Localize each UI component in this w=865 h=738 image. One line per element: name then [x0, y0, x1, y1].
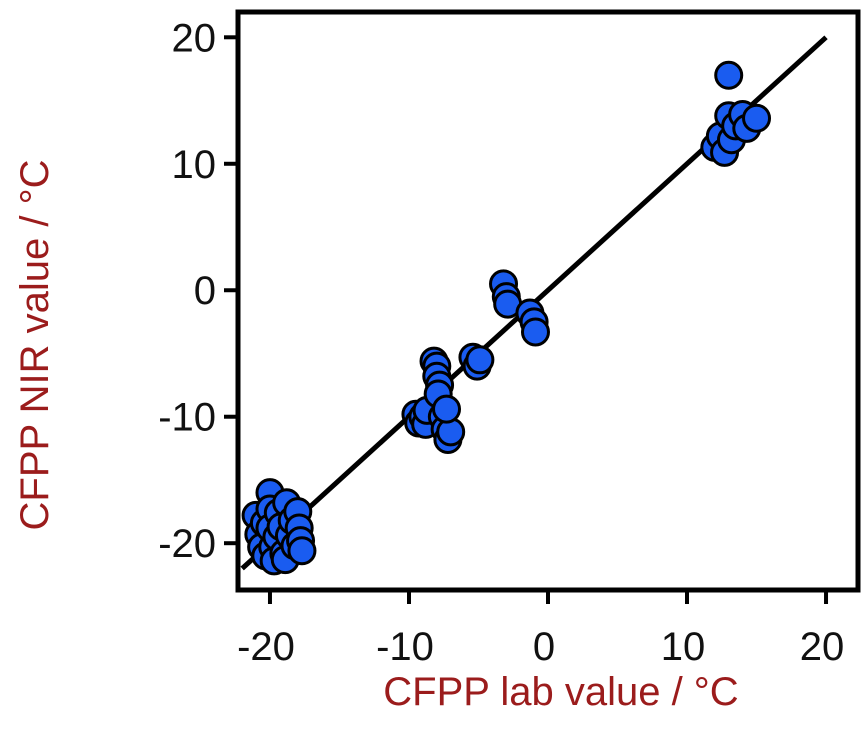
- data-point: [520, 317, 550, 347]
- data-point: [465, 345, 495, 375]
- data-points-layer: [241, 60, 772, 576]
- data-point: [742, 103, 772, 133]
- data-point: [287, 536, 317, 566]
- x-tick-label: 20: [800, 625, 845, 669]
- x-axis-title: CFPP lab value / °C: [383, 670, 738, 714]
- y-tick-label: 0: [194, 269, 216, 313]
- x-tick-label: -10: [376, 625, 434, 669]
- y-axis-title: CFPP NIR value / °C: [13, 160, 57, 531]
- x-tick-label: 10: [661, 625, 706, 669]
- y-tick-label: -10: [158, 396, 216, 440]
- y-tick-label: -20: [158, 522, 216, 566]
- data-point: [432, 394, 462, 424]
- y-tick-label: 10: [172, 143, 217, 187]
- plot-frame: [235, 9, 861, 593]
- x-tick-label: 0: [533, 625, 555, 669]
- x-axis-ticks: -20 -10 0 10 20: [237, 590, 844, 669]
- data-point: [714, 60, 744, 90]
- x-tick-label: -20: [237, 625, 295, 669]
- y-axis-ticks: 20 10 0 -10 -20: [158, 16, 238, 566]
- y-tick-label: 20: [172, 16, 217, 60]
